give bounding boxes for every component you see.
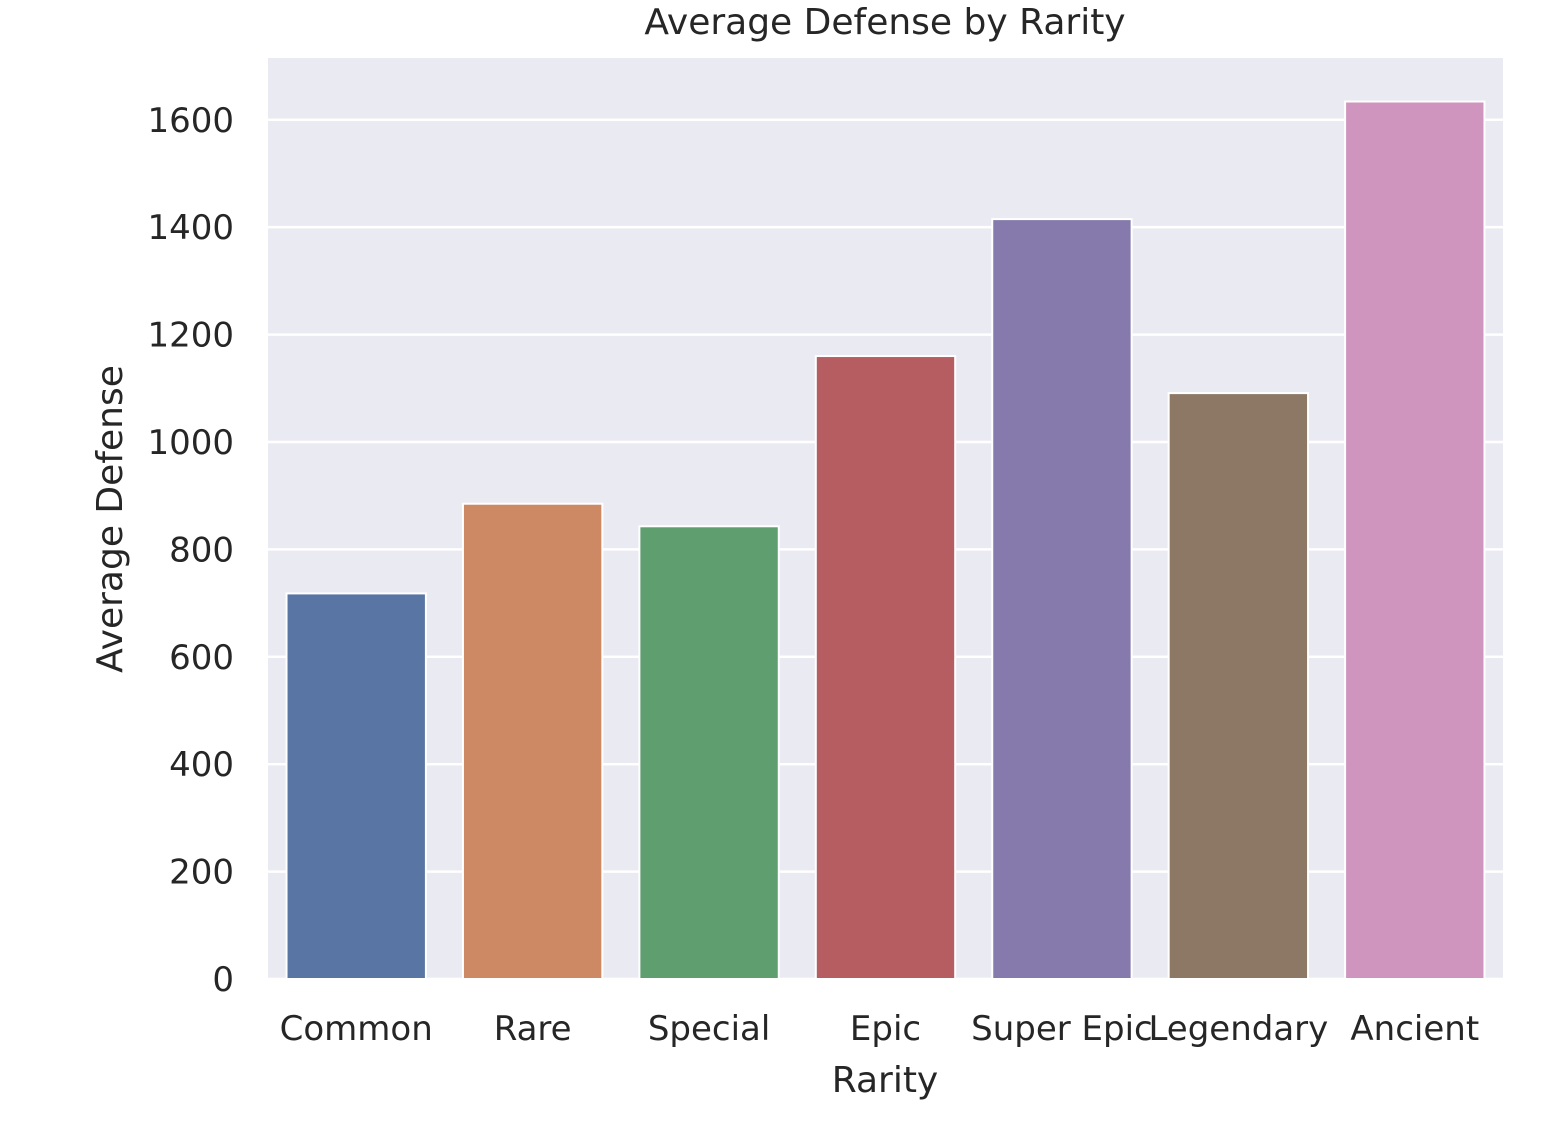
y-tick-label: 400 (169, 745, 234, 785)
bar-legendary (1167, 392, 1310, 980)
x-tick-label: Special (648, 1009, 771, 1049)
y-tick-label: 0 (212, 960, 234, 1000)
bar-ancient (1344, 100, 1486, 980)
x-tick-label: Legendary (1148, 1009, 1328, 1049)
y-axis-ticks: 0 200 400 600 800 1000 1200 1400 1600 (147, 101, 234, 1000)
x-tick-label: Super Epic (971, 1009, 1153, 1049)
x-tick-label: Rare (494, 1009, 572, 1049)
y-tick-label: 1000 (147, 423, 234, 463)
y-tick-label: 200 (169, 853, 234, 893)
bar-super-epic (991, 218, 1133, 981)
y-tick-label: 800 (169, 530, 234, 570)
chart-title: Average Defense by Rarity (644, 2, 1125, 43)
x-axis-ticks: Common Rare Special Epic Super EpicLegendary… (280, 1009, 1480, 1049)
y-tick-label: 600 (169, 638, 234, 678)
bar-common (285, 592, 427, 980)
x-tick-label: Ancient (1350, 1009, 1479, 1049)
x-tick-label: Epic (850, 1009, 921, 1049)
y-tick-label: 1200 (147, 316, 234, 356)
bar-special (638, 525, 780, 980)
y-tick-label: 1600 (147, 101, 234, 141)
x-axis-title: Rarity (832, 1060, 939, 1101)
bar-epic (814, 355, 957, 980)
x-tick-label: Common (280, 1009, 433, 1049)
bar-rare (461, 502, 604, 980)
y-tick-label: 1400 (147, 208, 234, 248)
y-axis-title: Average Defense (90, 365, 131, 673)
bars (285, 100, 1486, 981)
